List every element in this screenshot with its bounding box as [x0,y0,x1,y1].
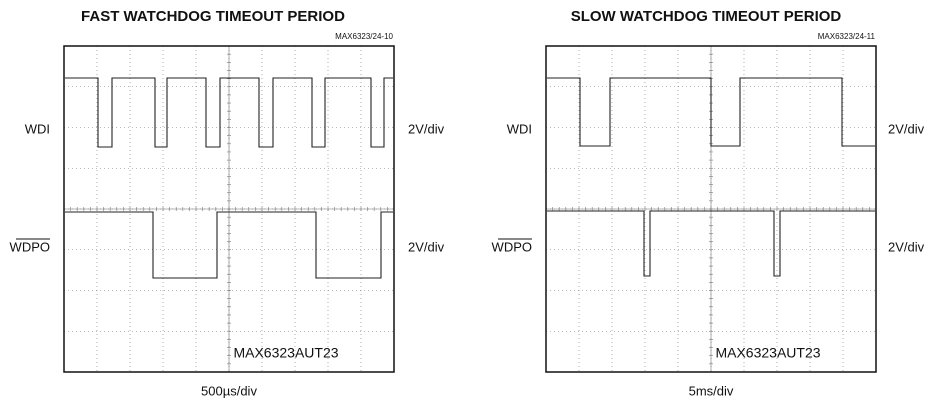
wdpo-trace [65,211,393,279]
scope-frame [545,45,877,373]
wdi-trace [547,77,875,147]
channel-scale: 2V/div [888,239,925,254]
wdi-trace [65,77,393,148]
right-panel: SLOW WATCHDOG TIMEOUT PERIOD MAX6323/24-… [492,8,925,398]
timebase: 5ms/div [689,383,734,398]
part-number: MAX6323AUT23 [715,345,820,361]
channel-label: WDPO [492,239,532,254]
channel-label: WDPO [10,239,50,254]
channel-scale: 2V/div [408,121,445,136]
timebase: 500µs/div [201,383,257,398]
scope-frame [63,45,395,373]
panel-title: FAST WATCHDOG TIMEOUT PERIOD [81,8,345,25]
wdpo-trace [547,210,875,277]
left-panel: FAST WATCHDOG TIMEOUT PERIOD MAX6323/24-… [10,8,445,398]
channel-scale: 2V/div [888,121,925,136]
panel-title: SLOW WATCHDOG TIMEOUT PERIOD [571,8,842,25]
figure-code: MAX6323/24-10 [335,32,393,41]
channel-scale: 2V/div [408,239,445,254]
channel-label: WDI [25,121,50,136]
part-number: MAX6323AUT23 [233,345,338,361]
figure-code: MAX6323/24-11 [818,32,876,41]
channel-label: WDI [507,121,532,136]
